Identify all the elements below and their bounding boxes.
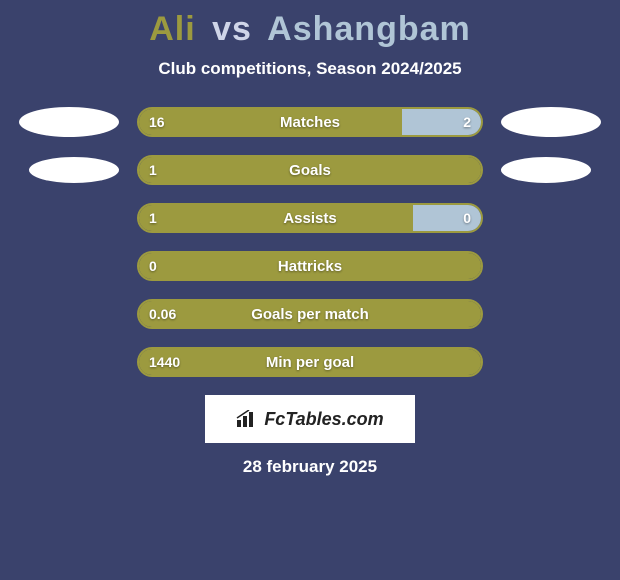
stat-bar: 1440Min per goal <box>137 347 483 377</box>
stat-label: Hattricks <box>139 253 481 279</box>
title-player2: Ashangbam <box>267 10 471 48</box>
stat-row: 1Goals <box>0 155 620 185</box>
stat-label: Min per goal <box>139 349 481 375</box>
stat-bar: 10Assists <box>137 203 483 233</box>
stat-label: Matches <box>139 109 481 135</box>
player1-badge <box>29 157 119 183</box>
stat-row: 10Assists <box>0 203 620 233</box>
stat-bar: 0.06Goals per match <box>137 299 483 329</box>
stat-label: Goals per match <box>139 301 481 327</box>
player1-badge <box>19 107 119 137</box>
brand-text: FcTables.com <box>264 409 383 430</box>
stat-row: 0.06Goals per match <box>0 299 620 329</box>
chart-icon <box>236 410 258 428</box>
title: Ali vs Ashangbam <box>0 0 620 49</box>
date: 28 february 2025 <box>0 457 620 477</box>
title-player1: Ali <box>149 10 195 48</box>
stat-bar: 1Goals <box>137 155 483 185</box>
stats-rows: 162Matches 1Goals 10Assists 0Hattricks 0.06G… <box>0 107 620 377</box>
player2-badge <box>501 107 601 137</box>
stat-row: 162Matches <box>0 107 620 137</box>
player2-badge <box>501 157 591 183</box>
brand-badge: FcTables.com <box>205 395 415 443</box>
stat-label: Goals <box>139 157 481 183</box>
stat-label: Assists <box>139 205 481 231</box>
subtitle: Club competitions, Season 2024/2025 <box>0 59 620 79</box>
stat-row: 1440Min per goal <box>0 347 620 377</box>
stat-row: 0Hattricks <box>0 251 620 281</box>
title-vs: vs <box>212 10 252 48</box>
stat-bar: 162Matches <box>137 107 483 137</box>
comparison-card: Ali vs Ashangbam Club competitions, Seas… <box>0 0 620 580</box>
stat-bar: 0Hattricks <box>137 251 483 281</box>
